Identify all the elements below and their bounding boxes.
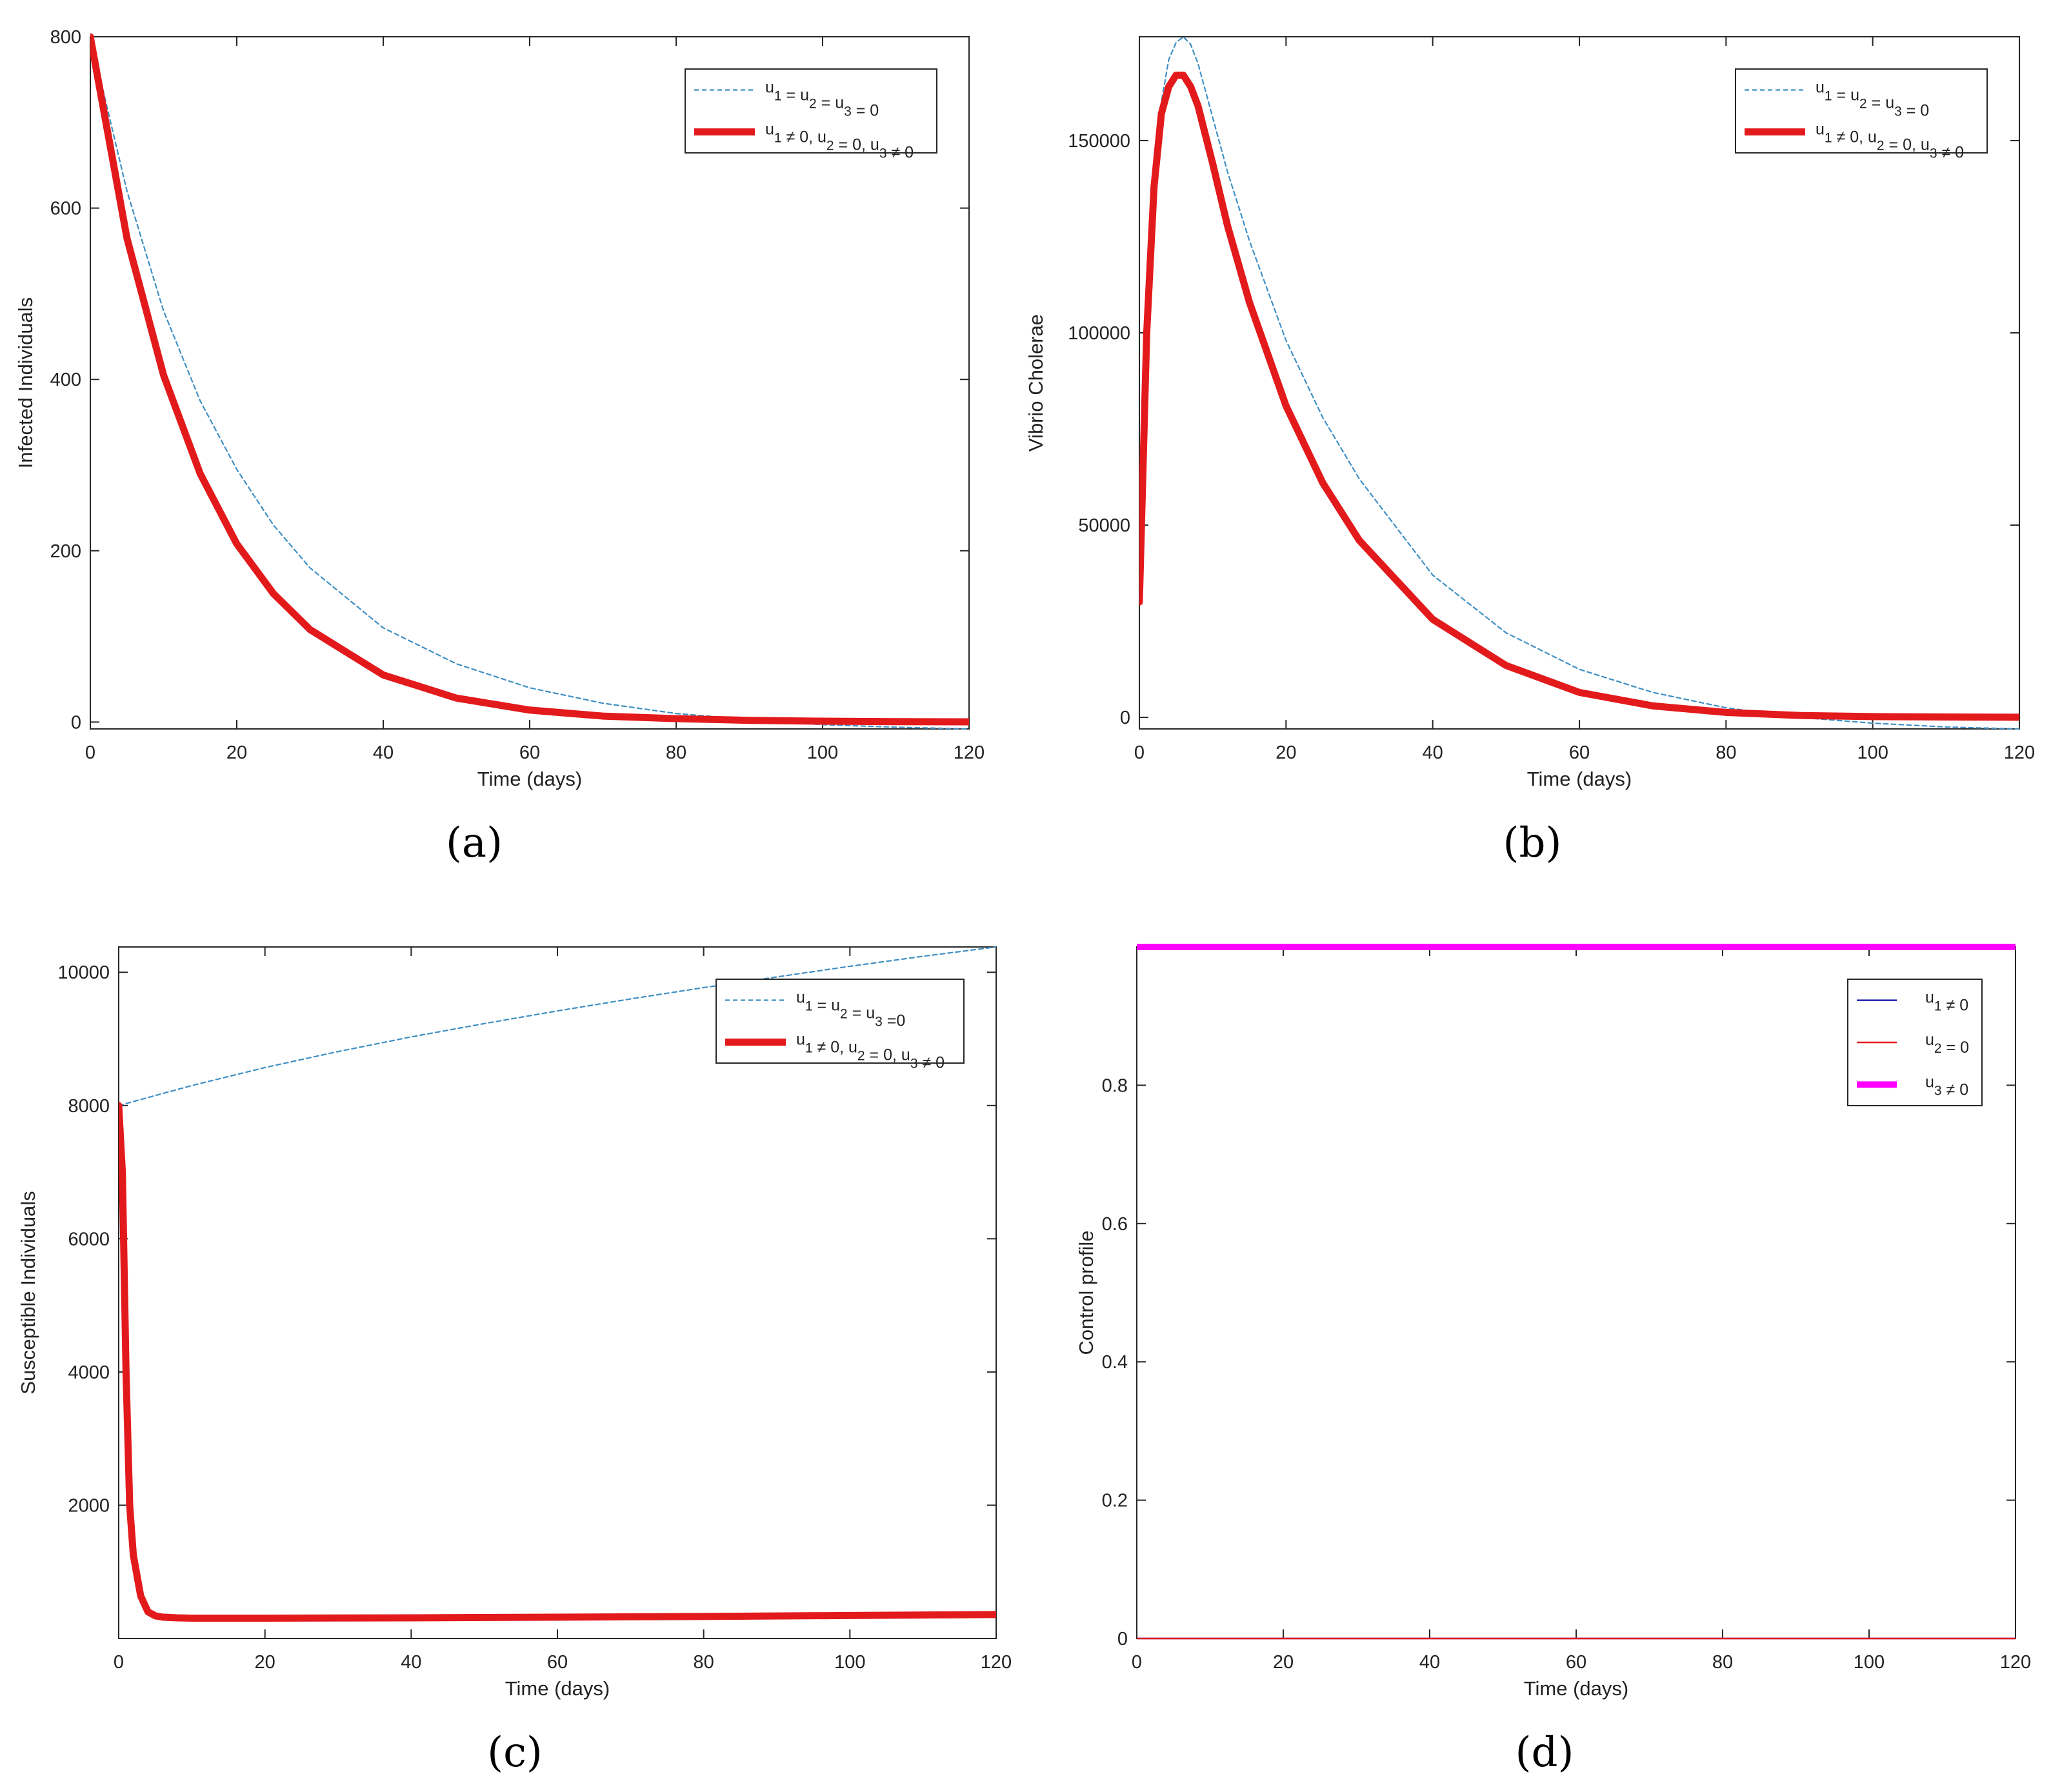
legend-entry-label: u1 = u2 = u3 =0 (796, 989, 905, 1030)
x-tick-label: 100 (807, 742, 838, 763)
legend-box (1735, 68, 1988, 154)
x-tick-label: 0 (85, 742, 95, 763)
x-axis-label: Time (days) (1524, 1677, 1628, 1700)
panel-label-d: (d) (1516, 1729, 1574, 1777)
legend-entry-label: u3 ≠ 0 (1925, 1073, 1968, 1099)
y-tick-label: 4000 (68, 1362, 110, 1383)
chart-d-control: 0 20 40 60 80 100 120 0 0.2 0.4 0.6 0.8 Time (days) C… (1075, 944, 2031, 1700)
x-tick-label: 80 (1712, 1652, 1733, 1673)
y-axis-label: Infected Individuals (14, 297, 37, 468)
x-tick-label: 40 (1423, 742, 1443, 763)
y-tick-label: 0.8 (1102, 1075, 1128, 1096)
x-tick-label: 0 (114, 1652, 124, 1673)
y-tick-label: 0 (71, 712, 81, 733)
legend-box (715, 979, 965, 1064)
y-tick-label: 600 (50, 199, 81, 219)
y-tick-label: 0.6 (1102, 1214, 1128, 1235)
x-axis-label: Time (days) (477, 768, 582, 790)
legend-entry-label: u1 ≠ 0 (1925, 989, 1968, 1015)
x-tick-label: 120 (981, 1652, 1012, 1673)
x-tick-label: 40 (373, 742, 394, 763)
panel-label-a: (a) (446, 819, 503, 867)
x-tick-label: 40 (401, 1652, 421, 1673)
y-tick-label: 0 (1120, 708, 1130, 728)
x-tick-label: 60 (547, 1652, 568, 1673)
legend: u1 = u2 = u3 =0u1 ≠ 0, u2 = 0, u3 ≠ 0 (715, 979, 965, 1072)
y-tick-label: 200 (50, 541, 81, 562)
x-tick-label: 80 (666, 742, 686, 763)
x-tick-label: 20 (226, 742, 247, 763)
series-line (90, 33, 969, 726)
legend-box (685, 68, 937, 154)
y-tick-label: 150000 (1068, 131, 1130, 152)
legend: u1 ≠ 0 u2 = 0 u3 ≠ 0 (1847, 979, 1983, 1106)
series-line (1139, 72, 2019, 721)
x-tick-label: 100 (834, 1652, 865, 1673)
x-tick-label: 60 (1569, 742, 1590, 763)
x-tick-label: 40 (1419, 1652, 1440, 1673)
chart-b-vibrio: 0 20 40 60 80 100 120 0 50000 100000 150000 Time (d… (1025, 35, 2035, 790)
legend-entry-label: u1 ≠ 0, u2 = 0, u3 ≠ 0 (796, 1031, 945, 1072)
y-tick-label: 10000 (57, 962, 110, 983)
y-tick-label: 800 (50, 27, 81, 48)
x-tick-label: 20 (255, 1652, 275, 1673)
y-tick-label: 2000 (68, 1495, 110, 1516)
y-axis-label: Susceptible Individuals (17, 1191, 39, 1394)
y-tick-label: 400 (50, 370, 81, 390)
y-axis-label: Control profile (1075, 1231, 1097, 1355)
panel-label-b: (b) (1503, 819, 1562, 867)
x-axis-label: Time (days) (505, 1677, 610, 1700)
y-tick-label: 0 (1117, 1629, 1128, 1649)
x-tick-label: 60 (519, 742, 540, 763)
legend: u1 = u2 = u3 = 0u1 ≠ 0, u2 = 0, u3 ≠ 0 (685, 68, 937, 162)
chart-c-susceptible: 0 20 40 60 80 100 120 2000 4000 6000 8000 10000 Time… (17, 946, 1012, 1700)
x-tick-label: 100 (1857, 742, 1888, 763)
x-tick-label: 120 (954, 742, 985, 763)
y-tick-label: 0.2 (1102, 1491, 1128, 1511)
y-tick-label: 8000 (68, 1096, 110, 1117)
chart-a-infected: 0 20 40 60 80 100 120 0 200 400 600 800 Time (days) I… (14, 27, 985, 790)
y-tick-label: 50000 (1078, 515, 1130, 536)
series-line (119, 946, 996, 1106)
x-axis-label: Time (days) (1527, 768, 1632, 790)
y-axis-label: Vibrio Cholerae (1025, 314, 1047, 452)
x-tick-label: 0 (1134, 742, 1145, 763)
y-tick-label: 6000 (68, 1229, 110, 1249)
x-tick-label: 80 (694, 1652, 714, 1673)
legend-entry-label: u1 ≠ 0, u2 = 0, u3 ≠ 0 (765, 121, 914, 162)
x-tick-label: 60 (1566, 1652, 1586, 1673)
x-tick-label: 0 (1132, 1652, 1142, 1673)
y-tick-label: 100000 (1068, 323, 1130, 344)
x-tick-label: 120 (2000, 1652, 2031, 1673)
legend-entry-label: u1 = u2 = u3 = 0 (765, 79, 879, 120)
x-tick-label: 20 (1276, 742, 1296, 763)
series-line (119, 1102, 996, 1622)
x-tick-label: 20 (1273, 1652, 1294, 1673)
x-tick-label: 120 (2004, 742, 2035, 763)
legend: u1 = u2 = u3 = 0u1 ≠ 0, u2 = 0, u3 ≠ 0 (1735, 68, 1988, 162)
legend-entry-label: u2 = 0 (1925, 1031, 1969, 1057)
panel-label-c: (c) (487, 1729, 543, 1777)
legend-entry-label: u1 = u2 = u3 = 0 (1816, 79, 1929, 120)
x-tick-label: 100 (1854, 1652, 1885, 1673)
y-tick-label: 0.4 (1102, 1352, 1128, 1373)
x-tick-label: 80 (1716, 742, 1736, 763)
legend-entry-label: u1 ≠ 0, u2 = 0, u3 ≠ 0 (1816, 121, 1964, 162)
